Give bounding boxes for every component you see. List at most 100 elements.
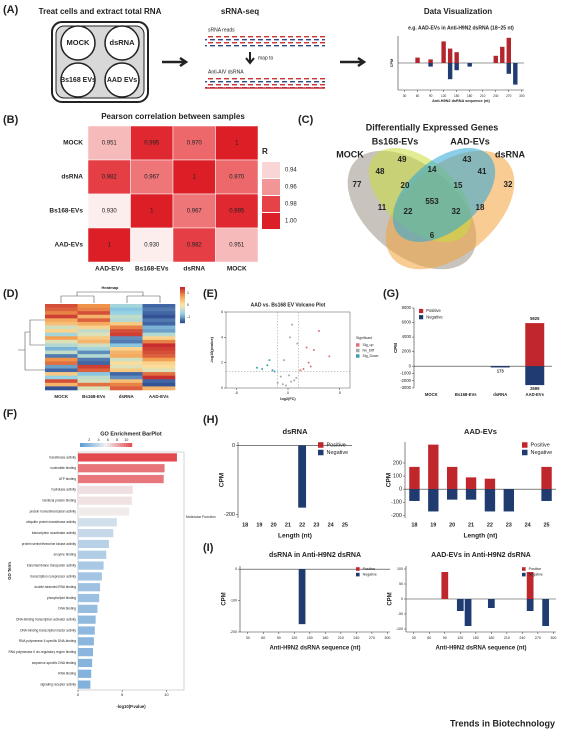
bar bbox=[506, 37, 511, 63]
step-title: sRNA-seq bbox=[221, 7, 259, 16]
legend-swatch bbox=[262, 162, 280, 178]
heat-cell bbox=[130, 227, 174, 263]
y-tick-label: nucleotide binding bbox=[50, 466, 76, 470]
y-tick-label: transcription coactivator activity bbox=[32, 531, 77, 535]
heat-cell bbox=[110, 336, 143, 341]
dendrogram bbox=[18, 319, 45, 371]
step-title: Data Visualization bbox=[424, 7, 492, 16]
colorbar-tick-label: 8 bbox=[116, 438, 118, 442]
y-tick-label: 4 bbox=[221, 335, 223, 339]
colorbar-step bbox=[180, 310, 185, 313]
x-tick-label: 240 bbox=[519, 636, 525, 640]
bar bbox=[78, 669, 92, 678]
heat-cell bbox=[87, 125, 131, 161]
x-tick-label: 90 bbox=[443, 636, 447, 640]
heat-cell bbox=[110, 364, 143, 369]
legend-label: Positive bbox=[363, 567, 376, 571]
bar bbox=[78, 615, 96, 624]
x-tick-label: 30 bbox=[412, 636, 416, 640]
column-label: AAD-EVs bbox=[95, 266, 124, 273]
bar bbox=[490, 366, 510, 368]
colorbar-step bbox=[180, 299, 185, 302]
heat-cell bbox=[45, 372, 78, 376]
heat-cell bbox=[110, 382, 143, 387]
panel-label: (B) bbox=[3, 114, 19, 126]
heat-cell bbox=[45, 382, 78, 387]
venn-set-label: MOCK bbox=[336, 149, 364, 159]
bar bbox=[454, 63, 459, 71]
heat-cell bbox=[45, 379, 78, 384]
heat-cell bbox=[142, 321, 176, 326]
bar bbox=[503, 489, 515, 512]
x-tick-label: 270 bbox=[369, 636, 375, 640]
venn-count: 6 bbox=[430, 231, 435, 240]
bar bbox=[415, 57, 420, 63]
colorbar-step bbox=[180, 294, 185, 297]
colorbar-step bbox=[180, 287, 185, 289]
heat-cell bbox=[77, 307, 111, 312]
y-tick-label: identical protein binding bbox=[43, 499, 77, 503]
heat-cell bbox=[130, 159, 174, 195]
heat-cell bbox=[142, 361, 176, 366]
legend-label: No_Diff bbox=[363, 348, 375, 352]
colorbar-step bbox=[114, 443, 117, 447]
point bbox=[276, 381, 279, 384]
legend-label: Negative bbox=[426, 314, 443, 319]
colorbar-step bbox=[180, 314, 185, 316]
y-tick-label: signaling receptor activity bbox=[40, 682, 76, 686]
colorbar-step bbox=[180, 303, 185, 306]
colorbar-step bbox=[180, 305, 185, 307]
bar bbox=[78, 648, 94, 657]
x-tick-label: 300 bbox=[384, 636, 390, 640]
bar bbox=[428, 59, 433, 63]
bar bbox=[454, 52, 459, 63]
venn-count: 49 bbox=[398, 155, 407, 164]
bar bbox=[428, 444, 439, 490]
heat-cell bbox=[45, 343, 78, 348]
cell-label: 1 bbox=[150, 209, 154, 215]
panel-label: (C) bbox=[298, 114, 314, 126]
map-label: map to bbox=[258, 55, 274, 61]
heat-cell bbox=[110, 379, 143, 384]
y-tick-label: 2 bbox=[221, 361, 223, 365]
heat-cell bbox=[142, 311, 176, 316]
heat-cell bbox=[45, 304, 78, 308]
colorbar-step bbox=[128, 443, 131, 447]
heat-cell bbox=[142, 375, 176, 380]
colorbar-step bbox=[94, 443, 97, 447]
chart-title: Heatmap bbox=[102, 285, 119, 290]
bar bbox=[78, 474, 164, 484]
y-tick-label: 0 bbox=[235, 567, 237, 571]
cell-label: 0.995 bbox=[144, 141, 160, 147]
heat-cell bbox=[142, 329, 176, 333]
venn-count: 20 bbox=[401, 181, 410, 190]
point bbox=[307, 361, 310, 364]
y-tick-label: -50 bbox=[398, 612, 403, 616]
heat-cell bbox=[142, 325, 176, 330]
column-label: dsRNA bbox=[183, 266, 205, 273]
reference-label: Anti-AIV dsRNA bbox=[208, 69, 244, 75]
heat-cell bbox=[142, 343, 176, 348]
y-tick-label: RNA polymerase II cis-regulatory region … bbox=[8, 650, 76, 654]
heat-cell bbox=[77, 311, 111, 316]
heat-cell bbox=[45, 336, 78, 341]
x-tick-label: 60 bbox=[416, 94, 420, 98]
x-axis-label: log2(FC) bbox=[280, 397, 296, 401]
venn-count: 11 bbox=[378, 203, 387, 212]
y-tick-label: protein serine/threonine kinase activity bbox=[22, 542, 77, 546]
x-tick-label: 270 bbox=[506, 94, 512, 98]
heat-cell bbox=[110, 372, 143, 376]
point bbox=[256, 366, 258, 369]
point bbox=[295, 376, 298, 379]
heat-cell bbox=[45, 357, 78, 362]
x-tick-label: 180 bbox=[322, 636, 328, 640]
bar bbox=[78, 464, 165, 473]
x-axis-label: Anti-H9N2 dsRNA sequence (nt) bbox=[432, 99, 490, 103]
cell-label: 0.967 bbox=[187, 209, 203, 215]
legend-swatch bbox=[356, 572, 360, 577]
x-tick-label: 60 bbox=[427, 636, 431, 640]
y-tick-label: RNA binding bbox=[58, 672, 76, 676]
reads-label: sRNA reads bbox=[208, 27, 235, 33]
heat-cell bbox=[45, 307, 78, 312]
bar bbox=[487, 599, 495, 608]
